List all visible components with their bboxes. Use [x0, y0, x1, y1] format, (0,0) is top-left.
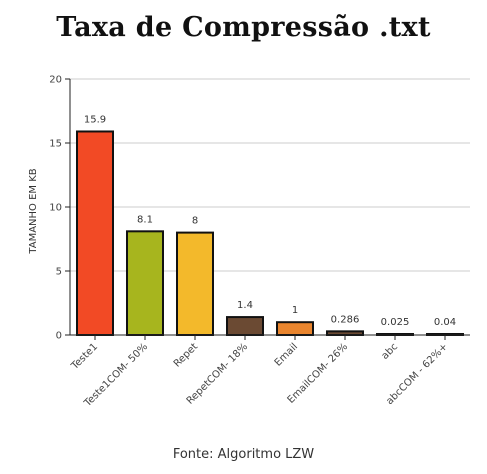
value-label: 1.4 — [237, 300, 253, 311]
bar — [76, 130, 114, 336]
bar — [176, 231, 214, 337]
value-label: 0.04 — [434, 317, 456, 328]
value-label: 1 — [292, 305, 298, 316]
value-label: 8.1 — [137, 214, 153, 225]
y-tick-label: 20 — [49, 75, 62, 86]
value-label: 15.9 — [84, 114, 106, 125]
y-axis-label: TAMANHO EM KB — [28, 168, 39, 254]
bar — [226, 316, 264, 336]
category-label: Teste1 — [69, 341, 100, 372]
value-label: 8 — [192, 216, 198, 227]
y-axis-ticks: 0 5 10 15 20 — [49, 75, 70, 342]
bar — [126, 230, 164, 337]
chart-title: Taxa de Compressão .txt — [56, 12, 431, 43]
value-label: 0.025 — [381, 317, 410, 328]
value-label: 0.286 — [331, 314, 360, 325]
chart-source-note: Fonte: Algoritmo LZW — [172, 447, 315, 462]
y-tick-label: 10 — [49, 203, 62, 214]
y-tick-label: 5 — [56, 267, 62, 278]
category-label: Email — [273, 341, 300, 368]
bar — [326, 330, 364, 337]
bar — [276, 321, 314, 337]
value-labels: 15.9 8.1 8 1.4 1 0.286 0.025 0.04 — [84, 114, 456, 328]
y-tick-label: 15 — [49, 139, 62, 150]
bars — [76, 130, 464, 337]
y-tick-label: 0 — [56, 331, 62, 342]
category-label: Repet — [172, 341, 200, 369]
category-label: abc — [380, 341, 400, 361]
